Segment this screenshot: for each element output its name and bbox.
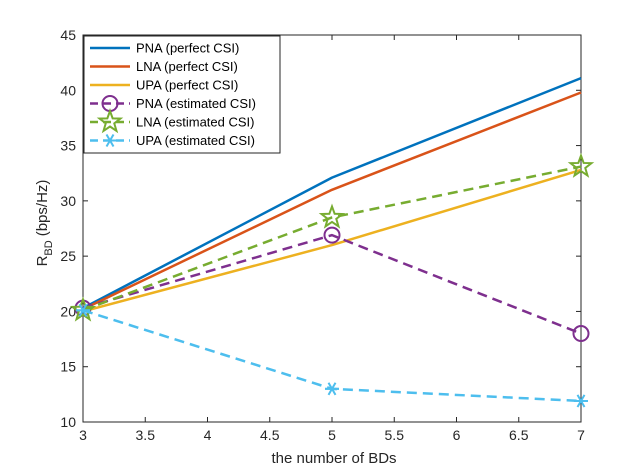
legend-label: UPA (perfect CSI) (136, 78, 238, 93)
legend-entry: LNA (estimated CSI) (90, 108, 255, 134)
y-tick-label: 45 (60, 27, 76, 43)
y-tick-label: 40 (60, 82, 76, 98)
y-tick-label: 25 (60, 248, 76, 264)
x-tick-label: 7 (577, 427, 585, 443)
legend-marker (96, 108, 124, 134)
x-tick-label: 6 (453, 427, 461, 443)
series-1 (82, 76, 582, 310)
data-point (572, 325, 590, 343)
y-axis-label-units: (bps/Hz) (34, 180, 51, 237)
data-point (574, 394, 588, 408)
series-layer (69, 76, 595, 408)
legend-entry: LNA (perfect CSI) (90, 59, 238, 74)
x-tick-label: 4 (204, 427, 212, 443)
star-marker (96, 108, 124, 134)
legend: PNA (perfect CSI) LNA (perfect CSI) UPA (p… (83, 35, 281, 154)
y-axis-label-subscript: BD (43, 240, 55, 255)
legend-entry: UPA (estimated CSI) (90, 133, 255, 148)
data-point (567, 152, 595, 178)
legend-marker (103, 133, 117, 148)
legend-label: LNA (perfect CSI) (136, 59, 238, 74)
y-tick-label: 30 (60, 193, 76, 209)
y-axis-label-main: R (34, 255, 51, 266)
x-tick-label: 5.5 (385, 427, 405, 443)
circle-marker (572, 325, 590, 343)
circle-marker (323, 226, 341, 244)
series-line (82, 168, 582, 313)
x-axis-label: the number of BDs (271, 450, 396, 467)
data-point (69, 296, 97, 322)
series-line (82, 76, 582, 310)
data-point (325, 382, 339, 396)
x-tick-label: 5 (328, 427, 336, 443)
legend-label: PNA (perfect CSI) (136, 41, 239, 56)
legend-entry: UPA (perfect CSI) (90, 78, 238, 93)
y-tick-label: 35 (60, 138, 76, 154)
legend-box (83, 35, 281, 154)
star-marker (318, 203, 346, 229)
series-6 (76, 303, 588, 408)
legend-label: UPA (estimated CSI) (136, 133, 255, 148)
series-line (82, 233, 582, 335)
data-point (318, 203, 346, 229)
series-line (82, 165, 582, 312)
x-tick-label: 3.5 (136, 427, 156, 443)
legend-entry: PNA (perfect CSI) (90, 41, 239, 56)
legend-label: PNA (estimated CSI) (136, 96, 256, 111)
data-point (76, 303, 90, 317)
star-marker (567, 152, 595, 178)
y-axis-label: RBD (bps/Hz) (34, 180, 55, 267)
x-tick-label: 3 (79, 427, 87, 443)
series-5 (69, 152, 595, 322)
data-point (323, 226, 341, 244)
series-line (82, 91, 582, 311)
star-marker (69, 296, 97, 322)
y-tick-label: 15 (60, 359, 76, 375)
series-2 (82, 91, 582, 311)
x-tick-label: 4.5 (260, 427, 280, 443)
y-tick-label: 20 (60, 303, 76, 319)
legend-label: LNA (estimated CSI) (136, 115, 255, 130)
x-tick-label: 6.5 (509, 427, 529, 443)
series-3 (82, 168, 582, 313)
y-tick-label: 10 (60, 414, 76, 430)
